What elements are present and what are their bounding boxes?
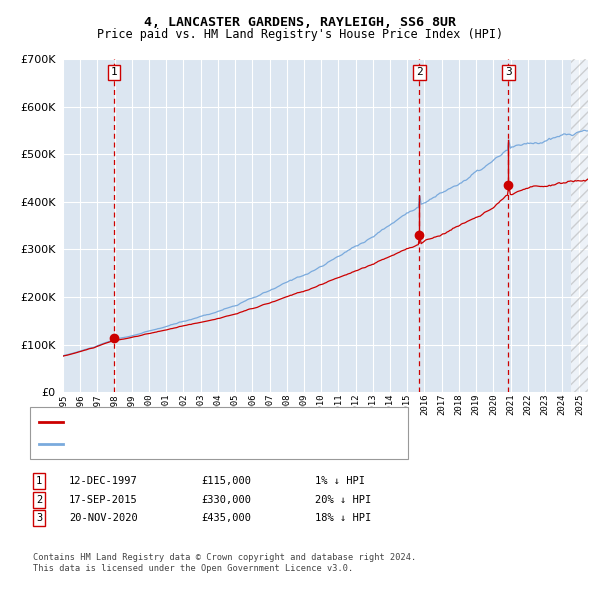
Text: 4, LANCASTER GARDENS, RAYLEIGH, SS6 8UR (detached house): 4, LANCASTER GARDENS, RAYLEIGH, SS6 8UR … — [67, 417, 403, 427]
Text: 2: 2 — [36, 495, 42, 504]
Text: 18% ↓ HPI: 18% ↓ HPI — [315, 513, 371, 523]
Text: £435,000: £435,000 — [201, 513, 251, 523]
Text: £330,000: £330,000 — [201, 495, 251, 504]
Text: 3: 3 — [505, 67, 512, 77]
Text: HPI: Average price, detached house, Rochford: HPI: Average price, detached house, Roch… — [67, 440, 331, 450]
Text: 12-DEC-1997: 12-DEC-1997 — [69, 476, 138, 486]
Text: 1: 1 — [110, 67, 117, 77]
Text: This data is licensed under the Open Government Licence v3.0.: This data is licensed under the Open Gov… — [33, 564, 353, 573]
Polygon shape — [571, 59, 588, 392]
Text: Price paid vs. HM Land Registry's House Price Index (HPI): Price paid vs. HM Land Registry's House … — [97, 28, 503, 41]
Text: 20% ↓ HPI: 20% ↓ HPI — [315, 495, 371, 504]
Text: 3: 3 — [36, 513, 42, 523]
Text: 1: 1 — [36, 476, 42, 486]
Text: 20-NOV-2020: 20-NOV-2020 — [69, 513, 138, 523]
Text: 17-SEP-2015: 17-SEP-2015 — [69, 495, 138, 504]
Text: 4, LANCASTER GARDENS, RAYLEIGH, SS6 8UR: 4, LANCASTER GARDENS, RAYLEIGH, SS6 8UR — [144, 16, 456, 29]
Text: 2: 2 — [416, 67, 423, 77]
Text: Contains HM Land Registry data © Crown copyright and database right 2024.: Contains HM Land Registry data © Crown c… — [33, 553, 416, 562]
Text: £115,000: £115,000 — [201, 476, 251, 486]
Text: 1% ↓ HPI: 1% ↓ HPI — [315, 476, 365, 486]
